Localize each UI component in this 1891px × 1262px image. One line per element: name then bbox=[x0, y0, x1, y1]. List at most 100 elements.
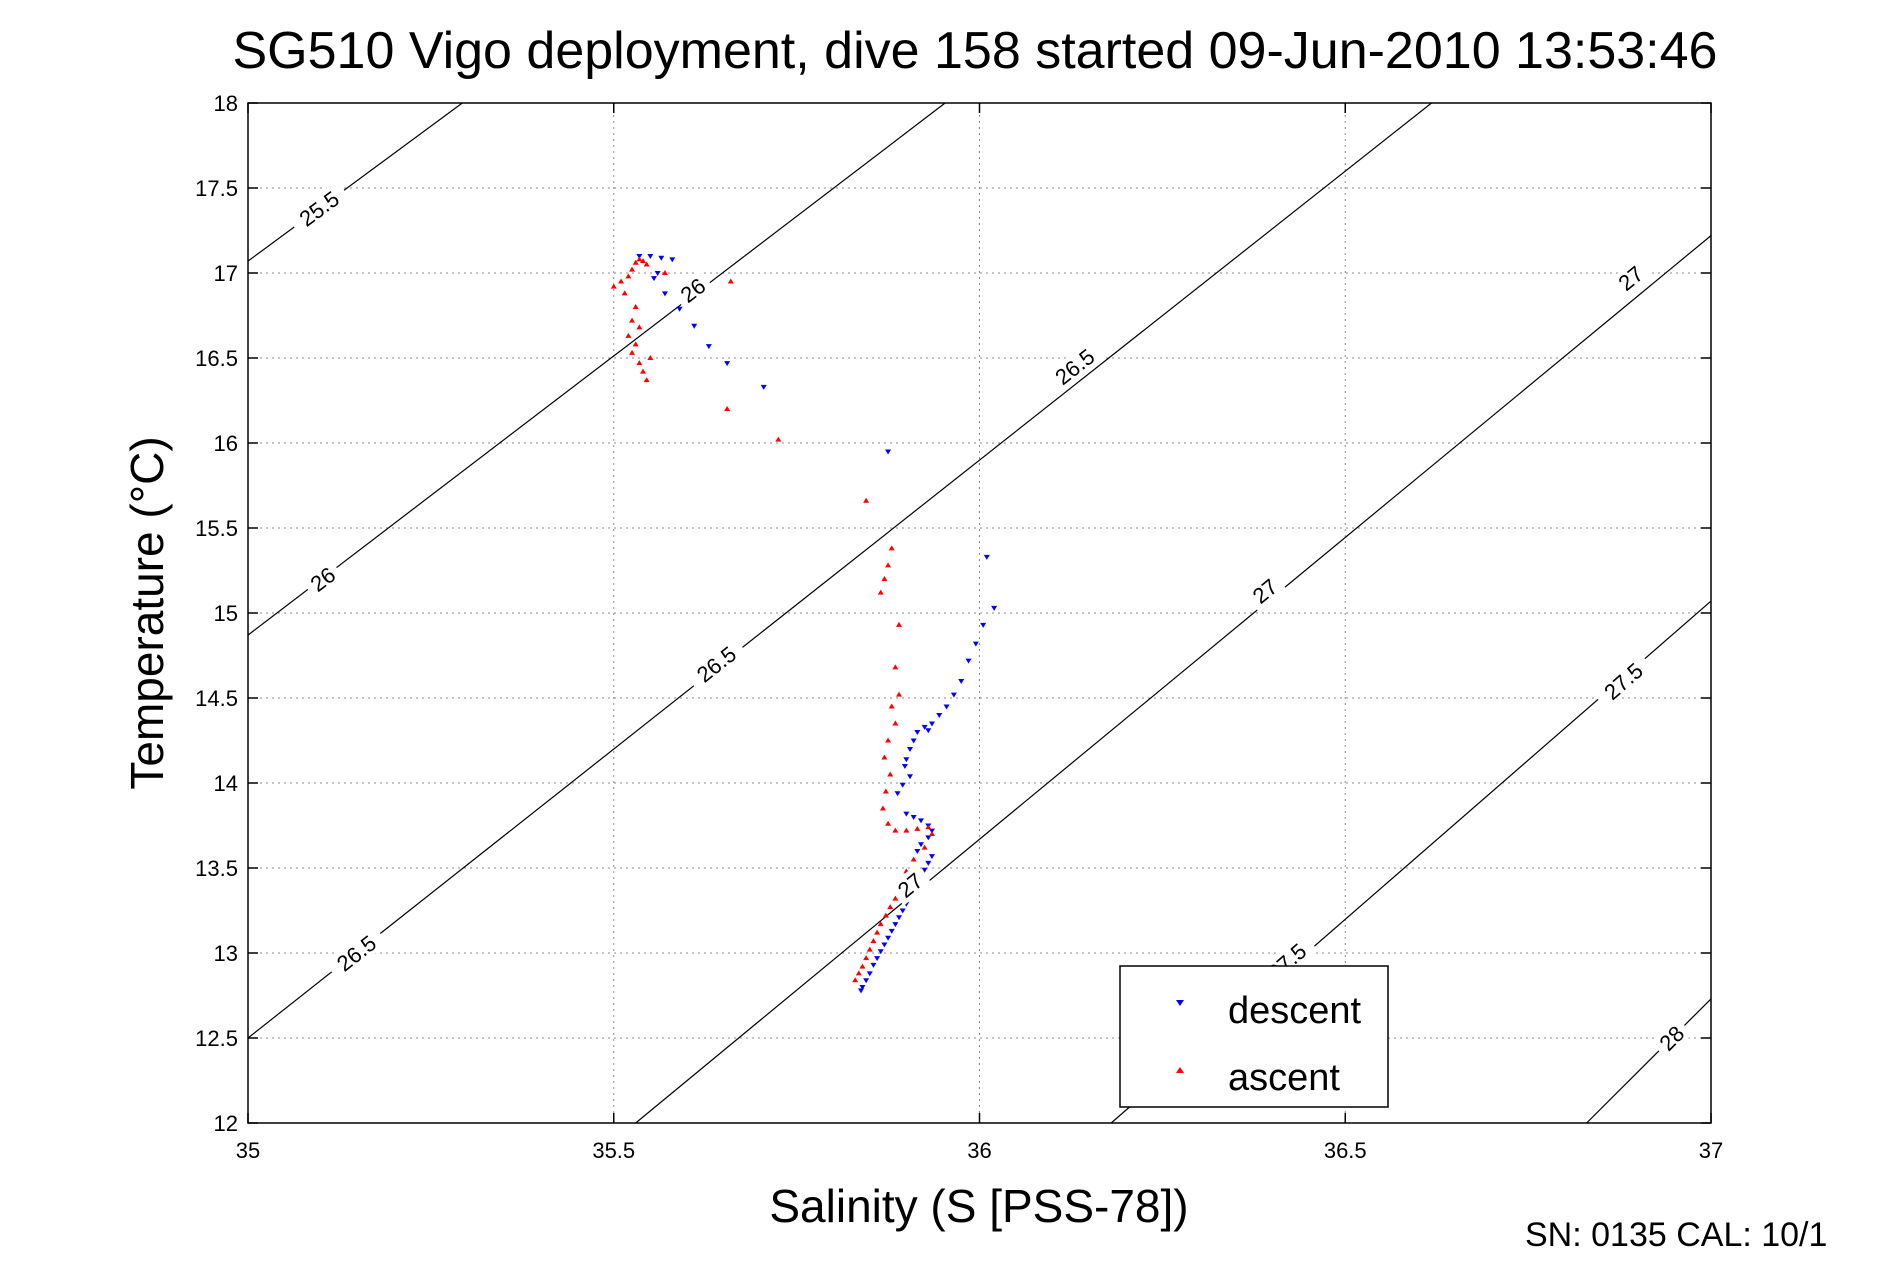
contour-label-gap bbox=[1591, 651, 1655, 711]
descent-point bbox=[857, 988, 864, 994]
contour-label-gap bbox=[684, 635, 748, 693]
descent-point bbox=[896, 915, 903, 921]
descent-point bbox=[991, 605, 998, 611]
y-tick-label: 17.5 bbox=[195, 176, 238, 201]
ascent-point bbox=[882, 788, 889, 794]
ascent-point bbox=[888, 703, 895, 709]
ascent-point bbox=[621, 290, 628, 296]
descent-point bbox=[925, 835, 932, 841]
descent-point bbox=[965, 658, 972, 664]
ascent-point bbox=[625, 273, 632, 279]
ascent-point bbox=[881, 754, 888, 760]
ascent-point bbox=[896, 691, 903, 697]
ascent-point bbox=[727, 278, 734, 284]
chart-title: SG510 Vigo deployment, dive 158 started … bbox=[233, 22, 1718, 80]
ascent-point bbox=[885, 562, 892, 568]
y-axis-ticks: 12 12.5 13 13.5 14 14.5 15 15.5 16 16.5 17 17.5 18 bbox=[195, 91, 1711, 1136]
contour-label-group: 26.5 bbox=[324, 924, 389, 982]
descent-point bbox=[647, 254, 654, 259]
descent-point bbox=[885, 935, 892, 941]
y-tick-label: 14.5 bbox=[195, 686, 238, 711]
ascent-point bbox=[882, 912, 889, 918]
contour-label-group: 26 bbox=[301, 558, 345, 600]
ascent-point bbox=[636, 324, 643, 330]
contour-label-gap bbox=[671, 269, 715, 311]
y-tick-label: 12 bbox=[214, 1111, 238, 1136]
descent-point bbox=[669, 257, 676, 263]
y-tick-label: 15.5 bbox=[195, 516, 238, 541]
descent-point bbox=[894, 791, 901, 797]
descent-point bbox=[943, 704, 950, 710]
ascent-point bbox=[870, 938, 877, 944]
descent-point bbox=[907, 747, 914, 752]
contour-label-group: 27 bbox=[1609, 257, 1653, 299]
descent-point bbox=[661, 291, 668, 297]
descent-point bbox=[888, 928, 895, 934]
contour-label-gap bbox=[286, 180, 352, 237]
ascent-point bbox=[866, 946, 873, 952]
ascent-point bbox=[629, 349, 636, 355]
ascent-point bbox=[874, 929, 881, 935]
y-tick-label: 16.5 bbox=[195, 346, 238, 371]
y-tick-label: 15 bbox=[214, 601, 238, 626]
contour-label-gap bbox=[324, 924, 389, 982]
y-tick-label: 13.5 bbox=[195, 856, 238, 881]
legend: descent ascent bbox=[1119, 965, 1389, 1108]
ascent-point bbox=[643, 261, 650, 267]
series-ascent bbox=[610, 256, 935, 983]
legend-box bbox=[1119, 965, 1389, 1108]
ascent-point bbox=[892, 827, 899, 833]
descent-point bbox=[910, 815, 917, 820]
x-axis-label: Salinity (S [PSS-78]) bbox=[769, 1180, 1188, 1232]
density-contour-25.5 bbox=[247, 102, 463, 262]
contour-label-group: 27.5 bbox=[1591, 651, 1655, 711]
descent-point bbox=[863, 978, 870, 984]
contour-label-gap bbox=[1042, 337, 1107, 396]
descent-point bbox=[925, 728, 932, 734]
ascent-point bbox=[632, 304, 639, 309]
ascent-point bbox=[636, 256, 643, 262]
serial-calibration-note: SN: 0135 CAL: 10/1 bbox=[1525, 1216, 1827, 1254]
y-tick-label: 18 bbox=[214, 91, 238, 116]
density-contour-26.5 bbox=[247, 102, 1432, 1039]
descent-point bbox=[676, 306, 683, 312]
descent-point bbox=[928, 721, 935, 727]
contour-label-group: 26 bbox=[671, 269, 715, 311]
ascent-point bbox=[610, 283, 617, 289]
contour-label-group: 26.5 bbox=[684, 635, 748, 693]
descent-point bbox=[903, 757, 910, 763]
ascent-point bbox=[885, 820, 892, 826]
ascent-point bbox=[881, 576, 888, 581]
ascent-point bbox=[888, 545, 895, 551]
grid-lines bbox=[247, 102, 1712, 1124]
ascent-point bbox=[863, 497, 870, 503]
ascent-point bbox=[625, 332, 632, 338]
descent-point bbox=[877, 949, 884, 955]
descent-point bbox=[892, 922, 899, 928]
contour-label-gap bbox=[1243, 570, 1287, 612]
descent-point bbox=[950, 692, 957, 698]
ascent-point bbox=[632, 341, 639, 347]
contour-label-group: 27 bbox=[1243, 570, 1287, 612]
descent-point bbox=[936, 713, 943, 718]
series-descent bbox=[636, 254, 998, 994]
legend-label-ascent: ascent bbox=[1228, 1057, 1340, 1099]
contour-label-gap bbox=[888, 864, 932, 906]
descent-point bbox=[885, 449, 892, 455]
descent-point bbox=[899, 908, 906, 914]
x-axis-ticks: 35 35.5 36 36.5 37 bbox=[236, 103, 1723, 1163]
ascent-point bbox=[643, 377, 650, 383]
ascent-point bbox=[855, 970, 862, 976]
ascent-point bbox=[632, 259, 639, 265]
descent-point bbox=[881, 942, 888, 948]
descent-point bbox=[650, 276, 657, 282]
descent-point bbox=[928, 854, 935, 860]
descent-point bbox=[705, 344, 712, 350]
descent-point bbox=[859, 985, 866, 990]
ascent-point bbox=[910, 856, 917, 862]
x-tick-label: 37 bbox=[1699, 1138, 1723, 1163]
ascent-point bbox=[887, 771, 894, 777]
y-tick-label: 17 bbox=[214, 261, 238, 286]
descent-point bbox=[921, 867, 928, 873]
